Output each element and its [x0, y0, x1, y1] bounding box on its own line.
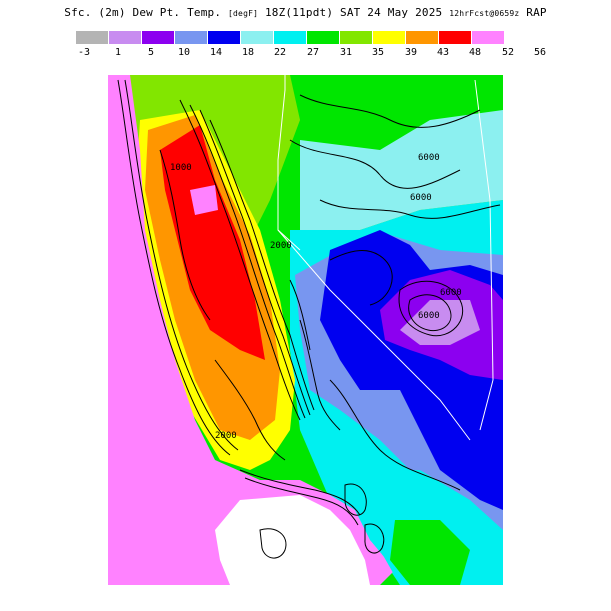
legend-swatch-11 — [406, 31, 438, 44]
legend-tick: 27 — [306, 47, 320, 58]
legend-swatch-2 — [109, 31, 141, 44]
legend-swatch-1 — [76, 31, 108, 44]
legend-tick: 56 — [533, 47, 547, 58]
pink-patch — [190, 185, 218, 215]
legend-tick: 52 — [501, 47, 515, 58]
contour-label: 6000 — [410, 193, 432, 203]
red-band — [160, 125, 265, 360]
legend-tick: 39 — [404, 47, 418, 58]
legend-swatch-4 — [175, 31, 207, 44]
legend-tick: 43 — [436, 47, 450, 58]
legend-swatch-7 — [274, 31, 306, 44]
contour-label: 2000 — [215, 431, 237, 441]
contour-label: 1000 — [170, 163, 192, 173]
legend-tick: 1 — [114, 47, 122, 58]
lightcyan-region-north — [300, 110, 503, 230]
legend-tick: -3 — [77, 47, 91, 58]
legend-swatch-13 — [472, 31, 504, 44]
legend-tick: 18 — [241, 47, 255, 58]
contour-label: 6000 — [418, 153, 440, 163]
state-border-nv — [277, 75, 301, 251]
state-border-east — [474, 79, 494, 431]
map-title: Sfc. (2m) Dew Pt. Temp. [degF] 18Z(11pdt… — [0, 6, 611, 19]
title-main: Sfc. (2m) Dew Pt. Temp. — [64, 6, 222, 19]
legend-swatch-3 — [142, 31, 174, 44]
legend-tick: 31 — [339, 47, 353, 58]
legend-tick: 22 — [273, 47, 287, 58]
legend-swatch-6 — [241, 31, 273, 44]
legend-swatch-12 — [439, 31, 471, 44]
pink-coastal-ocean — [108, 75, 380, 585]
contour-label: 6000 — [440, 288, 462, 298]
state-border-ca-nv — [277, 229, 471, 441]
title-model: RAP — [526, 6, 547, 19]
terrain-contours — [117, 79, 501, 559]
title-forecast: 12hrFcst@0659z — [449, 9, 520, 18]
color-legend: -3 1 5 10 14 18 22 27 31 35 39 43 48 52 … — [0, 0, 611, 70]
legend-swatch-10 — [373, 31, 405, 44]
legend-swatch-5 — [208, 31, 240, 44]
legend-tick: 48 — [468, 47, 482, 58]
lavender-region — [400, 300, 480, 345]
legend-tick: 10 — [177, 47, 191, 58]
desert-green — [390, 520, 470, 585]
title-units: [degF] — [228, 9, 259, 18]
title-valid: SAT 24 May 2025 — [340, 6, 443, 19]
legend-tick: 5 — [147, 47, 155, 58]
title-run: 18Z(11pdt) — [264, 6, 334, 19]
contour-label: 2000 — [270, 241, 292, 251]
legend-tick: 35 — [371, 47, 385, 58]
contour-label: 6000 — [418, 311, 440, 321]
legend-tick: 14 — [209, 47, 223, 58]
offshore-white — [215, 495, 370, 585]
legend-swatch-9 — [340, 31, 372, 44]
legend-swatch-8 — [307, 31, 339, 44]
